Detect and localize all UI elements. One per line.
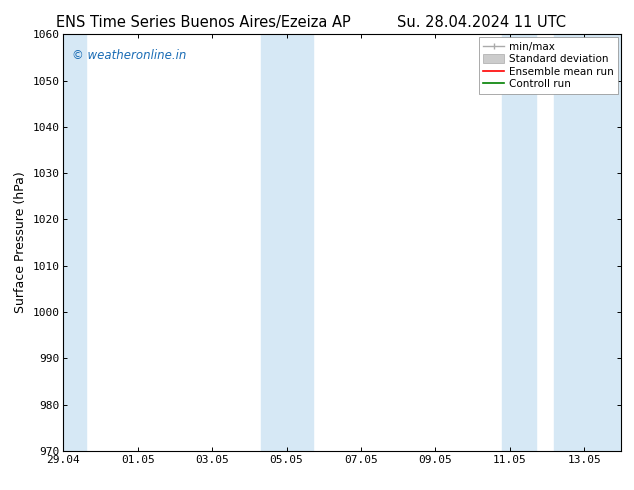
Bar [554, 34, 625, 451]
Text: ENS Time Series Buenos Aires/Ezeiza AP: ENS Time Series Buenos Aires/Ezeiza AP [56, 15, 350, 30]
Text: Su. 28.04.2024 11 UTC: Su. 28.04.2024 11 UTC [398, 15, 566, 30]
Text: © weatheronline.in: © weatheronline.in [72, 49, 186, 62]
Bar [60, 34, 86, 451]
Bar [502, 34, 536, 451]
Legend: min/max, Standard deviation, Ensemble mean run, Controll run: min/max, Standard deviation, Ensemble me… [479, 37, 618, 94]
Y-axis label: Surface Pressure (hPa): Surface Pressure (hPa) [14, 172, 27, 314]
Bar [261, 34, 313, 451]
